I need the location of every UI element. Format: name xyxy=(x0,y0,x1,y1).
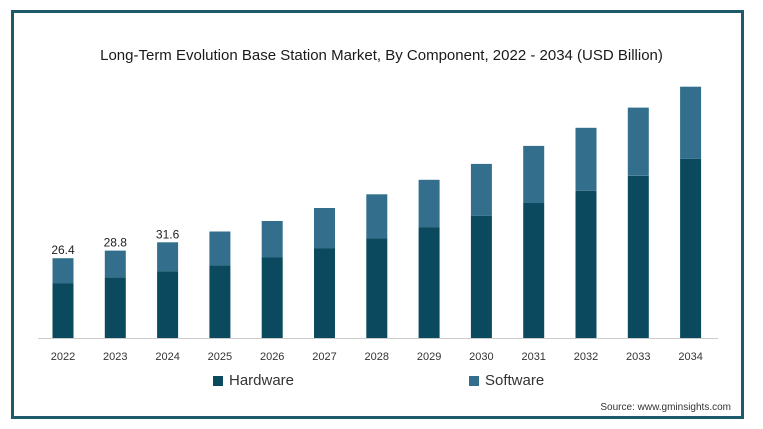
bar-hardware-2025 xyxy=(209,265,231,338)
bar-software-2034 xyxy=(680,86,702,159)
x-tick-label-2029: 2029 xyxy=(417,351,441,363)
bar-hardware-2028 xyxy=(366,238,388,338)
legend-label-software: Software xyxy=(485,372,545,389)
legend-label-hardware: Hardware xyxy=(229,372,295,389)
x-tick-label-2030: 2030 xyxy=(469,351,493,363)
x-tick-label-2023: 2023 xyxy=(103,351,127,363)
x-tick-label-2026: 2026 xyxy=(260,351,284,363)
data-label-2024: 31.6 xyxy=(156,227,180,241)
x-tick-label-2024: 2024 xyxy=(155,351,179,363)
bar-software-2028 xyxy=(366,194,388,239)
bar-software-2026 xyxy=(261,221,283,258)
source-note: Source: www.gminsights.com xyxy=(600,402,731,413)
bar-hardware-2023 xyxy=(104,277,126,338)
bar-hardware-2024 xyxy=(157,271,179,338)
bar-software-2027 xyxy=(314,208,335,249)
x-tick-label-2034: 2034 xyxy=(678,351,702,363)
bar-hardware-2026 xyxy=(261,257,283,338)
bar-hardware-2027 xyxy=(314,248,335,338)
x-tick-label-2033: 2033 xyxy=(626,351,650,363)
x-tick-label-2022: 2022 xyxy=(51,351,75,363)
bar-software-2022 xyxy=(52,258,74,284)
bar-software-2032 xyxy=(575,127,597,191)
x-tick-label-2031: 2031 xyxy=(521,351,545,363)
bar-software-2025 xyxy=(209,231,231,266)
bar-hardware-2032 xyxy=(575,190,597,338)
data-label-2022: 26.4 xyxy=(51,243,75,257)
bar-hardware-2022 xyxy=(52,283,74,338)
bar-software-2024 xyxy=(157,242,179,272)
bar-hardware-2033 xyxy=(627,175,649,338)
bar-software-2033 xyxy=(627,107,649,176)
bar-software-2030 xyxy=(470,163,492,216)
legend: Hardware Software xyxy=(0,372,763,392)
bar-software-2023 xyxy=(104,250,126,278)
bar-software-2031 xyxy=(523,145,545,203)
legend-swatch-software xyxy=(469,375,479,386)
x-tick-label-2027: 2027 xyxy=(312,351,336,363)
x-tick-label-2025: 2025 xyxy=(208,351,232,363)
bar-hardware-2034 xyxy=(680,158,702,338)
legend-item-hardware: Hardware xyxy=(213,372,294,389)
bar-hardware-2030 xyxy=(470,215,492,338)
chart-title: Long-Term Evolution Base Station Market,… xyxy=(100,47,663,64)
x-tick-label-2032: 2032 xyxy=(574,351,598,363)
x-tick-label-2028: 2028 xyxy=(365,351,389,363)
data-label-2023: 28.8 xyxy=(104,236,128,250)
legend-swatch-hardware xyxy=(213,375,223,386)
bar-hardware-2029 xyxy=(418,227,440,338)
bar-software-2029 xyxy=(418,179,440,228)
bar-hardware-2031 xyxy=(523,202,545,338)
legend-item-software: Software xyxy=(469,372,544,389)
